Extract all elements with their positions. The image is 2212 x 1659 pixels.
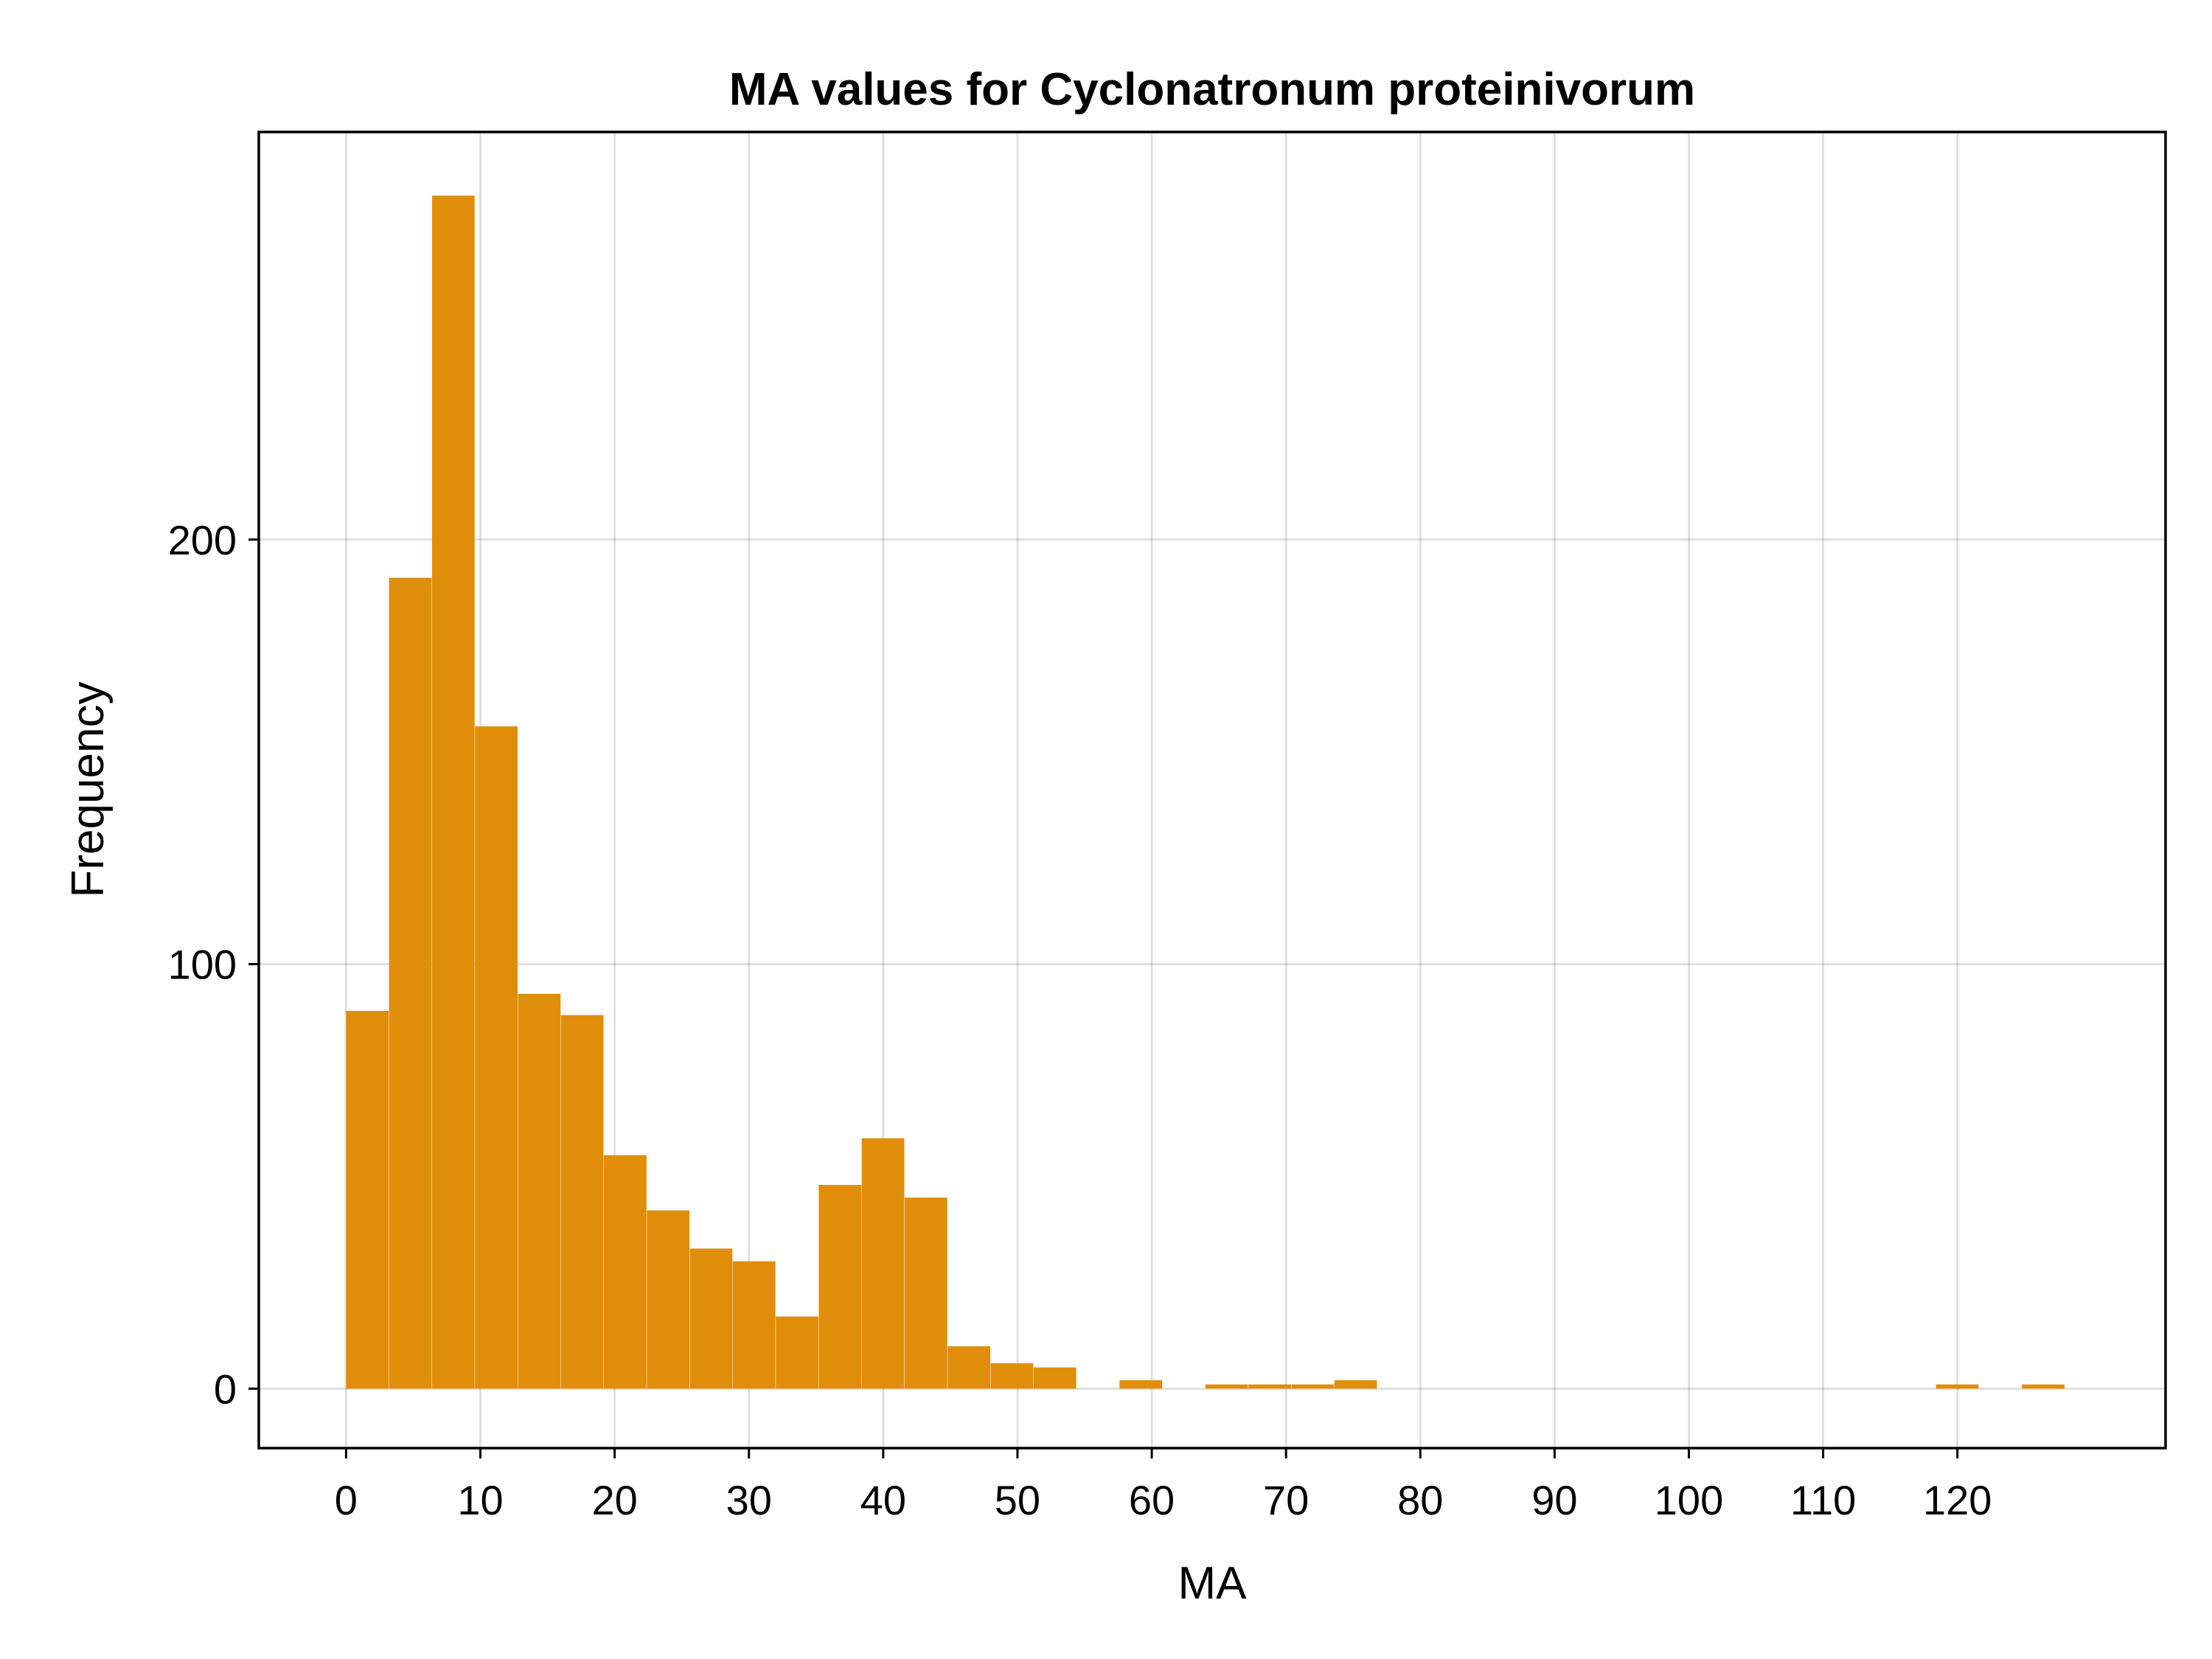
histogram-bar — [1291, 1384, 1335, 1389]
histogram-bar — [389, 577, 432, 1389]
chart-title: MA values for Cyclonatronum proteinivoru… — [729, 64, 1695, 115]
histogram-bar — [1033, 1367, 1077, 1389]
histogram-bar — [990, 1363, 1034, 1389]
histogram-bar — [776, 1316, 818, 1389]
plot-frame — [257, 131, 2167, 1450]
x-tick-label: 120 — [1923, 1477, 1992, 1523]
histogram-bar — [431, 195, 475, 1389]
x-tick-label: 50 — [995, 1477, 1040, 1523]
histogram-bar — [1248, 1384, 1291, 1389]
x-axis-label: MA — [1178, 1558, 1248, 1609]
x-tick-label: 0 — [335, 1477, 358, 1523]
x-tick-label: 100 — [1655, 1477, 1723, 1523]
x-axis: 0 10 20 30 40 50 60 70 80 90 100 110 120 — [335, 1448, 1992, 1523]
y-tick-label: 0 — [214, 1366, 237, 1412]
histogram-bar — [604, 1155, 647, 1389]
histogram-bar — [647, 1210, 690, 1389]
x-tick-label: 60 — [1129, 1477, 1175, 1523]
histogram-bar — [818, 1185, 862, 1389]
y-axis-label: Frequency — [63, 682, 114, 898]
x-tick-label: 20 — [591, 1477, 637, 1523]
histogram-bar — [861, 1138, 905, 1389]
x-tick-label: 70 — [1263, 1477, 1309, 1523]
y-tick-label: 200 — [168, 517, 237, 563]
histogram-bar — [2022, 1384, 2065, 1389]
histogram-bar — [904, 1197, 947, 1389]
histogram-bar — [560, 1015, 604, 1389]
histogram-bar — [1205, 1384, 1248, 1389]
x-tick-label: 30 — [726, 1477, 772, 1523]
histogram-bar — [475, 726, 518, 1389]
x-tick-label: 40 — [860, 1477, 906, 1523]
x-tick-label: 10 — [457, 1477, 503, 1523]
histogram-bar — [732, 1261, 776, 1389]
histogram-bar — [1334, 1380, 1377, 1389]
histogram-bar — [1935, 1384, 1979, 1389]
histogram-bar — [518, 993, 561, 1389]
y-axis: 0 100 200 — [168, 517, 259, 1412]
bars — [346, 195, 2065, 1389]
histogram-bar — [346, 1010, 389, 1389]
x-tick-label: 80 — [1397, 1477, 1443, 1523]
histogram-bar — [947, 1346, 991, 1389]
x-tick-label: 90 — [1531, 1477, 1577, 1523]
y-tick-label: 100 — [168, 942, 237, 988]
histogram-bar — [689, 1248, 733, 1389]
histogram-bar — [1119, 1380, 1163, 1389]
x-tick-label: 110 — [1790, 1477, 1856, 1523]
